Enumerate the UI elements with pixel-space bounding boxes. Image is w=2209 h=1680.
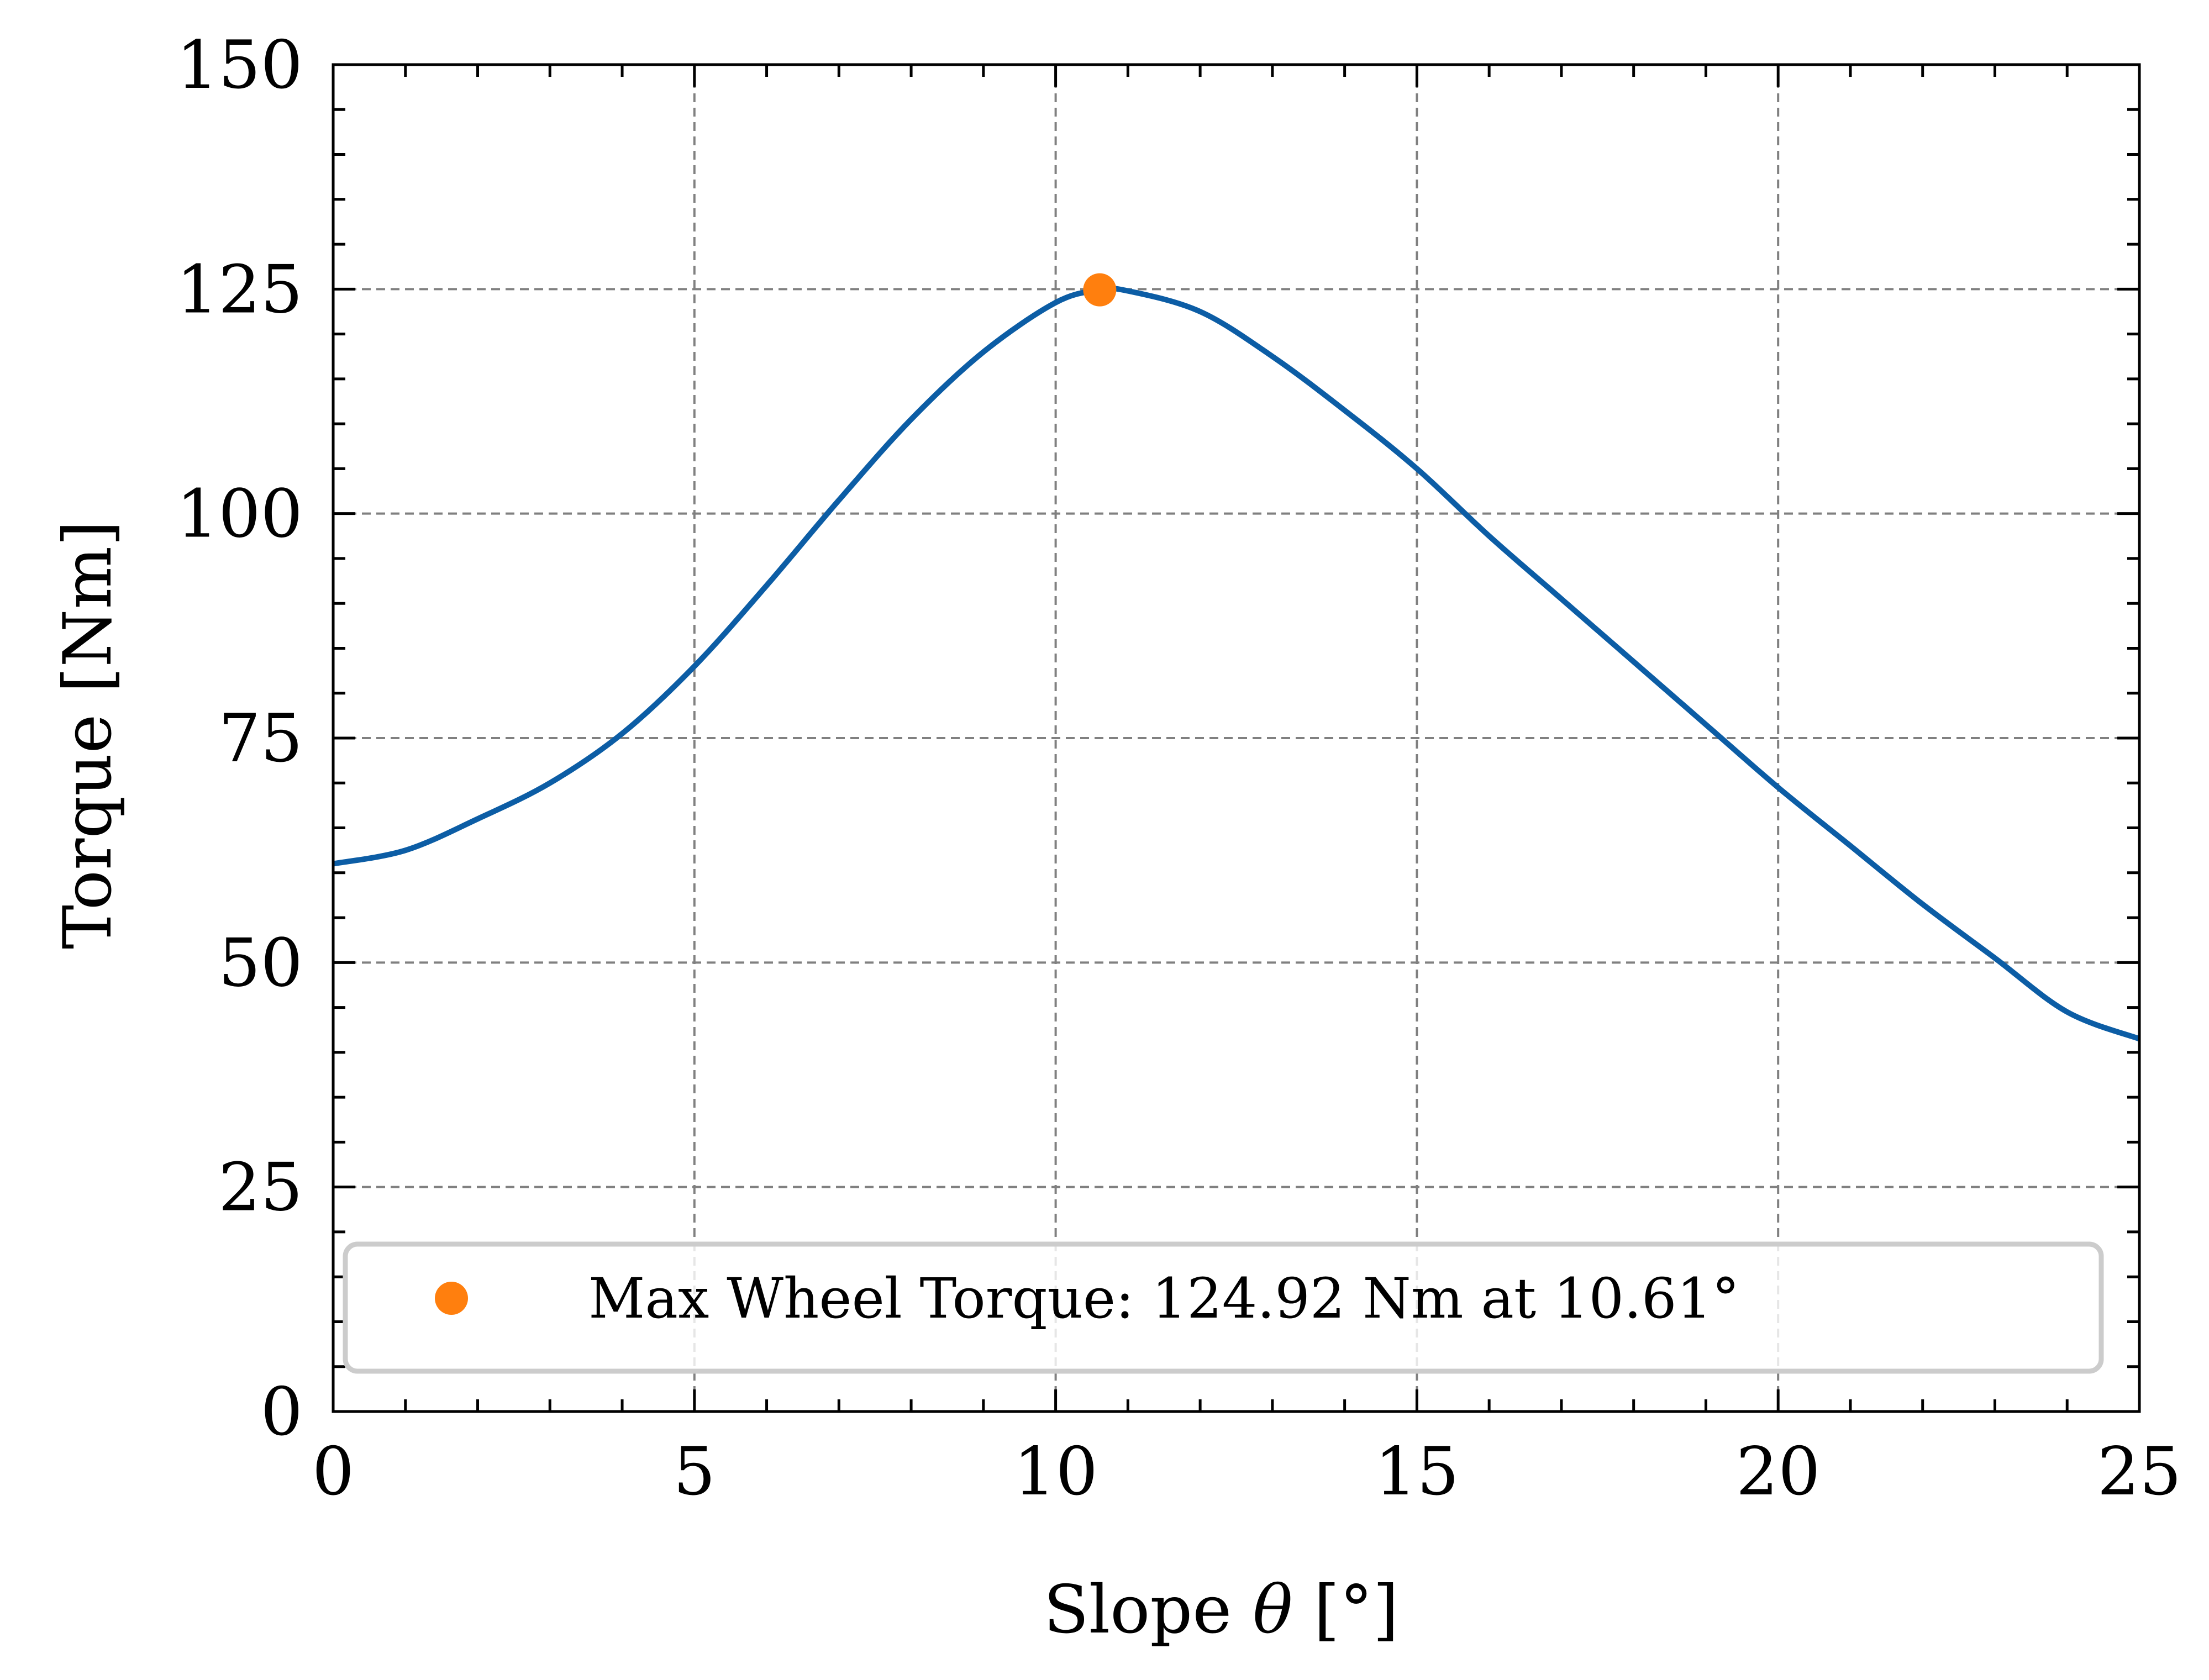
x-tick-label: 0: [312, 1434, 354, 1510]
y-tick-label: 0: [261, 1374, 303, 1451]
max-torque-point: [1083, 273, 1117, 307]
ticks: [332, 63, 2141, 1413]
y-tick-label: 75: [218, 701, 303, 777]
series-layer: [333, 273, 2140, 1042]
legend-marker-max-torque: [435, 1282, 468, 1315]
y-tick-label: 150: [176, 27, 303, 104]
x-axis-title: Slope θ [°]: [1044, 1572, 1399, 1649]
y-axis-title: Torque [Nm]: [50, 520, 127, 949]
x-axis-title-part-1: Slope: [1044, 1572, 1253, 1649]
x-tick-label: 15: [1375, 1434, 1459, 1510]
x-tick-label: 25: [2097, 1434, 2182, 1510]
x-axis-title-symbol: θ: [1253, 1572, 1292, 1649]
y-tick-label: 100: [176, 476, 303, 553]
x-tick-label: 10: [1013, 1434, 1098, 1510]
y-tick-label: 50: [218, 925, 303, 1002]
legend-label-max-torque: Max Wheel Torque: 124.92 Nm at 10.61°: [588, 1266, 1739, 1331]
y-tick-label: 125: [176, 251, 303, 328]
legend: Max Wheel Torque: 124.92 Nm at 10.61°: [343, 1241, 2104, 1374]
legend-box: [343, 1241, 2104, 1374]
x-tick-label: 5: [674, 1434, 716, 1510]
grid: [333, 65, 2139, 1412]
y-tick-label: 25: [218, 1150, 303, 1226]
torque-curve-line: [333, 286, 2140, 1042]
x-tick-label: 20: [1736, 1434, 1821, 1510]
tick-labels: 0 5 10 15 20 25 0 25 50 75 100 125 150: [176, 27, 2181, 1510]
x-axis-title-part-3: [°]: [1293, 1572, 1399, 1649]
